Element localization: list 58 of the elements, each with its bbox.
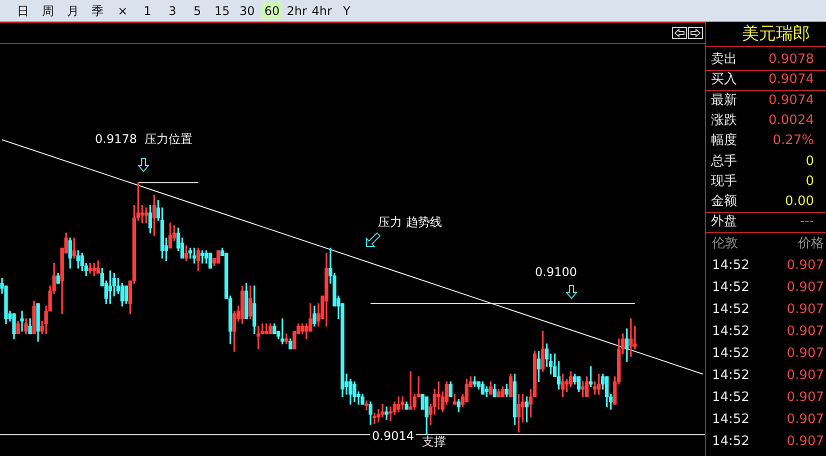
text: 美元瑞郎	[742, 24, 810, 44]
text: 14:52	[712, 412, 750, 428]
ref-line-label: 支撑	[422, 434, 446, 449]
text: 0.907	[786, 434, 824, 450]
category-label: 日	[14, 2, 32, 20]
category-label: 1	[140, 2, 154, 20]
annotation: 压力 趋势线	[378, 215, 442, 229]
category-label: 卖出	[711, 52, 737, 68]
annotation: 0.9014	[372, 429, 414, 443]
category-label: 季	[88, 2, 107, 20]
annotation: 0.9100	[535, 265, 577, 279]
text: 0.9074	[768, 92, 814, 108]
category-label: 3	[166, 2, 180, 20]
text: 0.27%	[772, 133, 814, 148]
text: 0.907	[786, 390, 824, 406]
text: 0.907	[786, 412, 824, 428]
text: 0.9078	[768, 52, 814, 67]
category-label: 外盘	[711, 214, 737, 230]
category-label: ×	[114, 2, 131, 20]
category-label: 总手	[711, 154, 737, 170]
category-label: 幅度	[711, 133, 737, 150]
category-label: 涨跌	[711, 112, 737, 129]
category-label: 2hr	[284, 2, 310, 20]
category-label: 30	[236, 2, 258, 20]
text: 14:52	[712, 368, 750, 384]
category-label: 4hr	[308, 2, 335, 20]
text: 0	[806, 154, 814, 168]
text: 0.907	[786, 324, 824, 340]
category-label: 5	[190, 2, 204, 20]
text: 14:52	[712, 302, 750, 318]
text: 0.9074	[768, 72, 814, 88]
category-label: 金额	[711, 194, 737, 210]
category-label: Y	[340, 2, 354, 20]
text: 0.907	[786, 302, 824, 318]
text: 14:52	[712, 258, 750, 274]
text: 0	[806, 174, 814, 189]
text: 0.907	[786, 368, 824, 384]
category-label: 买入	[711, 72, 737, 88]
category-label: 60	[261, 2, 283, 20]
text: 0.907	[786, 346, 824, 362]
text: 价格	[798, 236, 824, 252]
category-label: 现手	[711, 174, 737, 190]
text: 14:52	[712, 324, 750, 340]
text: 伦敦	[712, 236, 738, 252]
category-label: 周	[38, 2, 57, 20]
category-label: 月	[64, 2, 82, 20]
text: 0.0024	[768, 112, 814, 128]
text: 0.907	[786, 258, 824, 274]
category-label: 最新	[711, 92, 737, 109]
text: 14:52	[712, 390, 750, 406]
text: 14:52	[712, 280, 750, 296]
text: 0.9178 压力位置	[95, 132, 193, 146]
text: 0.907	[786, 280, 824, 296]
text: 14:52	[712, 346, 750, 362]
text: ---	[800, 214, 814, 230]
category-label: 15	[212, 2, 233, 20]
text: 0.00	[785, 194, 814, 210]
text: 14:52	[712, 434, 750, 450]
